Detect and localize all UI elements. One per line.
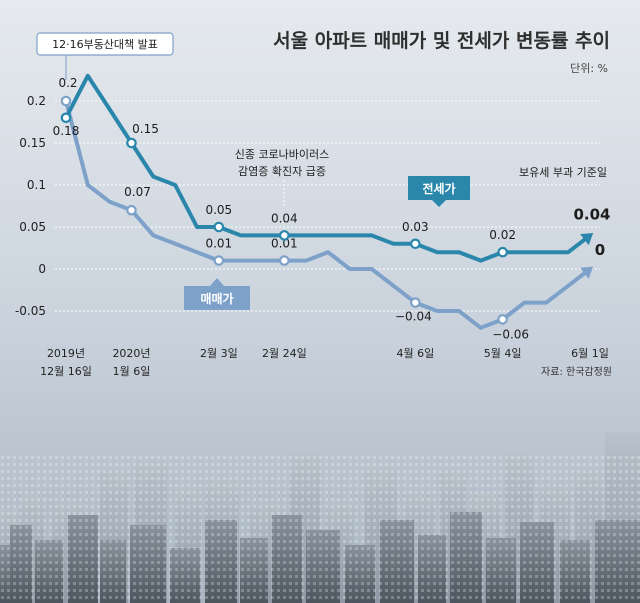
y-tick-label: -0.05 (15, 304, 46, 318)
city-skyline-illustration (0, 432, 640, 603)
sale-tag-text: 매매가 (200, 291, 233, 306)
data-label: 0.03 (402, 220, 429, 234)
series-arrowhead (580, 266, 594, 279)
unit-label: 단위: % (570, 62, 608, 75)
x-tick-label: 2월 24일 (262, 346, 307, 360)
source-label: 자료: 한국감정원 (541, 366, 612, 378)
x-tick-label: 2019년 (47, 347, 85, 360)
y-tick-label: 0.2 (27, 94, 46, 108)
data-label: 0.05 (205, 203, 232, 217)
x-tick-label: 2월 3일 (200, 346, 238, 360)
policy-text: 12·16부동산대책 발표 (52, 38, 158, 51)
y-axis: 0.2 0.15 0.1 0.05 0 -0.05 (15, 94, 46, 318)
x-tick-label-line2: 1월 6일 (113, 364, 151, 378)
data-point (126, 137, 137, 149)
data-point (279, 230, 290, 241)
data-label: 0.04 (271, 211, 298, 225)
x-tick: 5월 4일 (484, 346, 522, 360)
tax-text: 보유세 부과 기준일 (519, 165, 607, 179)
data-point (213, 255, 225, 266)
data-label: −0.06 (492, 327, 529, 341)
data-label: 0.07 (124, 185, 151, 199)
tax-annotation: 보유세 부과 기준일 (519, 165, 607, 179)
jeonse-tag-text: 전세가 (422, 181, 455, 196)
data-label: 0.15 (132, 122, 159, 136)
data-point (497, 314, 508, 325)
x-tick: 2019년 12월 16일 (40, 347, 92, 378)
data-label: 0.01 (205, 237, 232, 251)
data-point (60, 95, 72, 107)
y-tick-label: 0.15 (19, 136, 46, 150)
corona-annotation: 신종 코로나바이러스 감염증 확진자 급증 (235, 148, 330, 208)
y-tick-label: 0 (38, 262, 46, 276)
data-point (410, 297, 421, 308)
corona-text-line1: 신종 코로나바이러스 (235, 148, 330, 161)
x-tick-label: 6월 1일 (571, 346, 609, 360)
data-point (213, 221, 225, 233)
data-label: 0 (595, 241, 605, 259)
data-label: 0.04 (573, 205, 610, 223)
x-tick: 2020년 1월 6일 (112, 347, 150, 378)
data-point (279, 255, 290, 266)
data-point (60, 112, 72, 124)
jeonse-tag: 전세가 (408, 176, 470, 207)
chart-title: 서울 아파트 매매가 및 전세가 변동률 추이 (273, 30, 610, 52)
x-tick-label: 5월 4일 (484, 346, 522, 360)
corona-text-line2: 감염증 확진자 급증 (238, 165, 326, 178)
data-label: 0.02 (489, 228, 516, 242)
grid (55, 100, 600, 312)
series-sale: 0.2 0.07 0.01 0.01 −0.04 −0.06 0 (58, 76, 605, 341)
data-label: 0.01 (271, 237, 298, 251)
series-jeonse: 0.18 0.15 0.05 0.04 0.03 0.02 0.04 (53, 73, 611, 263)
data-label: −0.04 (395, 310, 432, 324)
x-tick-label: 4월 6일 (396, 346, 434, 360)
x-tick: 2월 24일 (262, 346, 307, 360)
data-label: 0.2 (58, 76, 77, 90)
data-label: 0.18 (53, 124, 80, 138)
x-tick-label-line2: 12월 16일 (40, 364, 92, 378)
y-tick-label: 0.05 (19, 220, 46, 234)
data-point (497, 246, 508, 258)
data-point (126, 204, 137, 216)
x-tick: 2월 3일 (200, 346, 238, 360)
sale-tag: 매매가 (184, 278, 250, 310)
policy-annotation: 12·16부동산대책 발표 (36, 32, 174, 80)
x-tick-label: 2020년 (112, 347, 150, 360)
y-tick-label: 0.1 (27, 178, 46, 192)
x-axis: 2019년 12월 16일 2020년 1월 6일 2월 3일 2월 24일 4월 6일 5월… (40, 346, 609, 378)
x-tick: 4월 6일 (396, 346, 434, 360)
series-arrowhead (580, 232, 594, 246)
data-point (410, 238, 421, 250)
x-tick: 6월 1일 (571, 346, 609, 360)
